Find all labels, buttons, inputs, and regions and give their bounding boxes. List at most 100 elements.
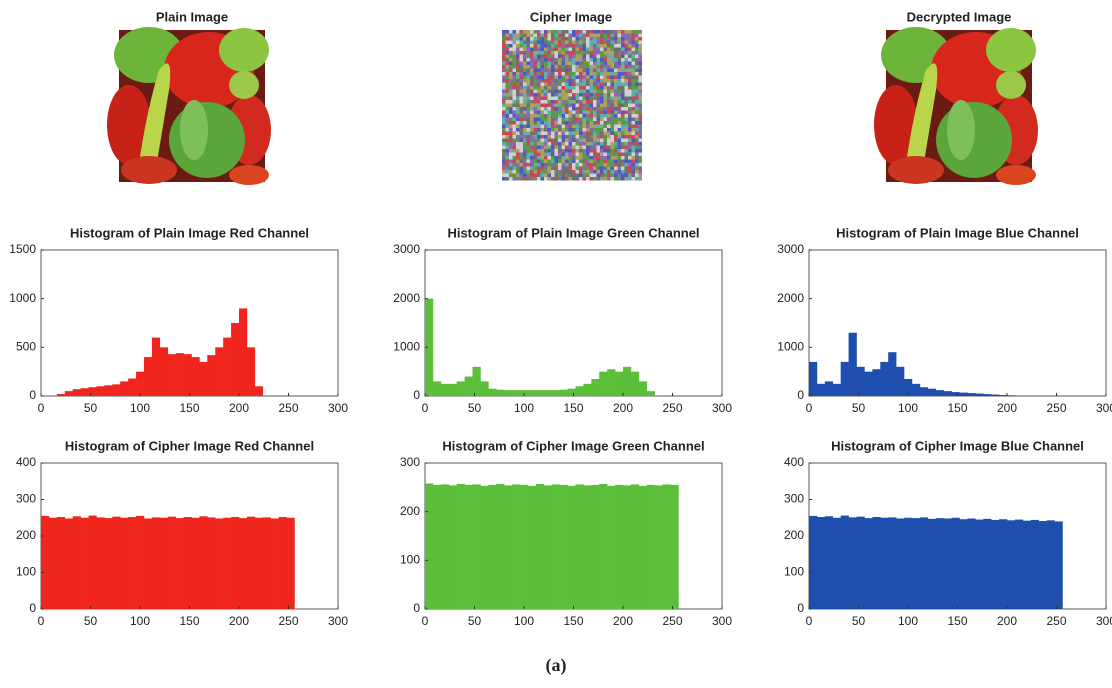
noise-pixel xyxy=(614,114,618,118)
noise-pixel xyxy=(614,97,618,101)
cipher-image xyxy=(502,30,642,181)
noise-pixel xyxy=(628,128,632,132)
noise-pixel xyxy=(513,79,517,83)
noise-pixel xyxy=(586,139,590,143)
noise-pixel xyxy=(523,58,527,62)
bar xyxy=(73,389,81,396)
noise-pixel xyxy=(516,58,520,62)
noise-pixel xyxy=(558,69,562,73)
noise-pixel xyxy=(583,114,587,118)
noise-pixel xyxy=(639,177,643,181)
noise-pixel xyxy=(632,97,636,101)
noise-pixel xyxy=(590,142,594,146)
noise-pixel xyxy=(551,156,555,160)
noise-pixel xyxy=(527,65,531,69)
noise-pixel xyxy=(579,174,583,178)
noise-pixel xyxy=(516,146,520,150)
bar xyxy=(89,516,97,609)
noise-pixel xyxy=(576,177,580,181)
noise-pixel xyxy=(632,90,636,94)
noise-pixel xyxy=(593,111,597,115)
noise-pixel xyxy=(516,37,520,41)
noise-pixel xyxy=(576,142,580,146)
noise-pixel xyxy=(509,146,513,150)
noise-pixel xyxy=(579,149,583,153)
noise-pixel xyxy=(586,128,590,132)
noise-pixel xyxy=(548,97,552,101)
noise-pixel xyxy=(541,72,545,76)
noise-pixel xyxy=(628,177,632,181)
noise-pixel xyxy=(534,86,538,90)
noise-pixel xyxy=(607,149,611,153)
noise-pixel xyxy=(625,79,629,83)
noise-pixel xyxy=(583,167,587,171)
noise-pixel xyxy=(639,48,643,52)
noise-pixel xyxy=(509,163,513,167)
noise-pixel xyxy=(614,118,618,122)
noise-pixel xyxy=(583,107,587,111)
noise-pixel xyxy=(541,48,545,52)
noise-pixel xyxy=(639,149,643,153)
noise-pixel xyxy=(513,104,517,108)
noise-pixel xyxy=(639,125,643,129)
noise-pixel xyxy=(558,170,562,174)
noise-pixel xyxy=(509,65,513,69)
bar xyxy=(639,381,647,396)
noise-pixel xyxy=(593,44,597,48)
bar xyxy=(944,518,952,609)
bar xyxy=(880,362,888,396)
bar xyxy=(552,390,560,396)
noise-pixel xyxy=(527,128,531,132)
noise-pixel xyxy=(520,65,524,69)
noise-pixel xyxy=(506,139,510,143)
noise-pixel xyxy=(555,167,559,171)
noise-pixel xyxy=(527,48,531,52)
noise-pixel xyxy=(600,167,604,171)
noise-pixel xyxy=(502,153,506,157)
bar xyxy=(825,516,833,609)
noise-pixel xyxy=(562,37,566,41)
noise-pixel xyxy=(565,79,569,83)
noise-pixel xyxy=(544,125,548,129)
noise-pixel xyxy=(541,86,545,90)
noise-pixel xyxy=(541,65,545,69)
noise-pixel xyxy=(600,37,604,41)
noise-pixel xyxy=(534,121,538,125)
bar xyxy=(1039,521,1047,609)
y-tick-label: 100 xyxy=(16,565,36,579)
noise-pixel xyxy=(621,30,625,34)
noise-pixel xyxy=(632,86,636,90)
noise-pixel xyxy=(509,114,513,118)
noise-pixel xyxy=(586,132,590,136)
noise-pixel xyxy=(502,111,506,115)
chart-title: Histogram of Cipher Image Red Channel xyxy=(65,438,314,453)
noise-pixel xyxy=(502,142,506,146)
noise-pixel xyxy=(621,142,625,146)
noise-pixel xyxy=(593,174,597,178)
noise-pixel xyxy=(544,69,548,73)
noise-pixel xyxy=(537,41,541,45)
noise-pixel xyxy=(611,114,615,118)
bar xyxy=(575,484,583,609)
noise-pixel xyxy=(548,37,552,41)
noise-pixel xyxy=(530,34,534,38)
noise-pixel xyxy=(572,93,576,97)
noise-pixel xyxy=(516,30,520,34)
noise-pixel xyxy=(604,83,608,87)
noise-pixel xyxy=(618,65,622,69)
noise-pixel xyxy=(502,174,506,178)
bar xyxy=(591,379,599,396)
noise-pixel xyxy=(593,100,597,104)
noise-pixel xyxy=(579,139,583,143)
bar xyxy=(441,384,449,396)
bar xyxy=(128,517,136,609)
noise-pixel xyxy=(541,135,545,139)
noise-pixel xyxy=(607,111,611,115)
noise-pixel xyxy=(625,62,629,66)
noise-pixel xyxy=(572,48,576,52)
noise-pixel xyxy=(600,41,604,45)
y-tick-label: 0 xyxy=(29,601,36,615)
noise-pixel xyxy=(506,93,510,97)
noise-pixel xyxy=(513,58,517,62)
bar xyxy=(433,485,441,609)
